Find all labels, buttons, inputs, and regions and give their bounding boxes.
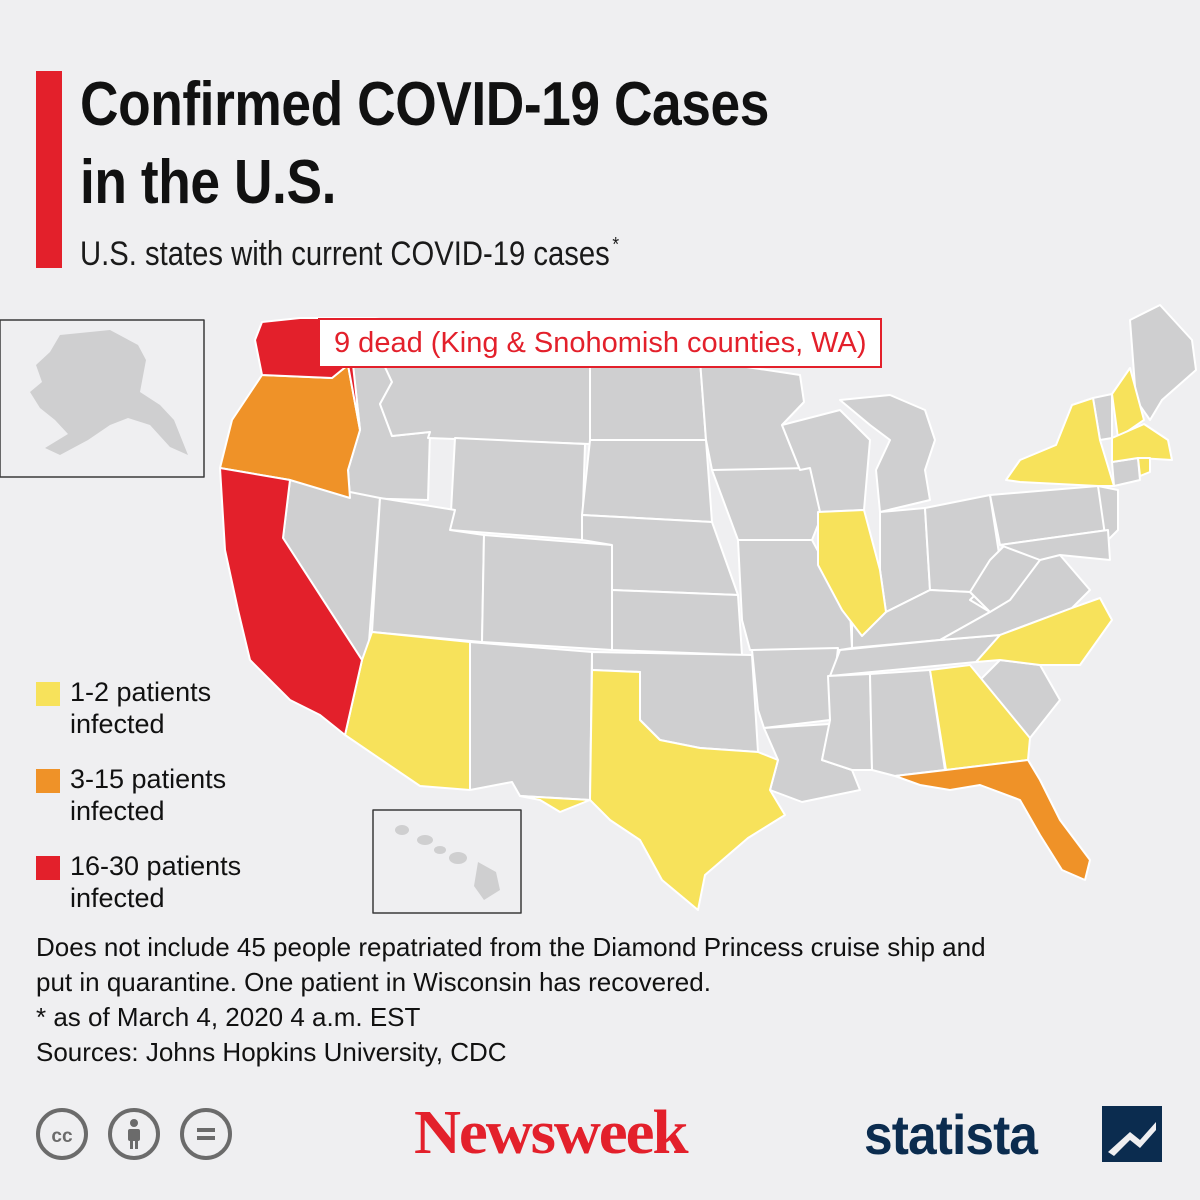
- state-MI: [839, 394, 936, 513]
- state-NJ: [1097, 485, 1119, 543]
- state-AZ: [344, 631, 471, 791]
- legend-swatch-yellow: [36, 682, 60, 706]
- state-MA: [1111, 423, 1173, 463]
- state-GA: [929, 664, 1031, 771]
- subtitle-asterisk: *: [612, 234, 620, 256]
- statista-mark-icon: [1102, 1106, 1162, 1162]
- legend-swatch-red: [36, 856, 60, 880]
- state-NH: [1111, 367, 1145, 439]
- state-NC: [975, 597, 1113, 666]
- state-SD: [581, 439, 713, 523]
- state-CO: [481, 534, 613, 651]
- footnote-sources: Sources: Johns Hopkins University, CDC: [36, 1037, 507, 1067]
- footnote-line: Does not include 45 people repatriated f…: [36, 932, 986, 962]
- statista-logo: statista: [864, 1103, 1038, 1166]
- state-MS: [821, 673, 873, 771]
- state-NM: [469, 641, 593, 801]
- state-WY: [449, 437, 586, 541]
- state-IA: [711, 467, 825, 541]
- page-subtitle: U.S. states with current COVID-19 cases *: [80, 234, 620, 273]
- footnote-date: * as of March 4, 2020 4 a.m. EST: [36, 1002, 421, 1032]
- footnotes: Does not include 45 people repatriated f…: [36, 930, 1166, 1070]
- state-MD-DE: [999, 529, 1111, 561]
- state-ND: [589, 359, 707, 441]
- state-HI: [395, 825, 500, 900]
- title-accent-bar: [36, 71, 62, 268]
- attribution-icon[interactable]: [108, 1108, 160, 1160]
- states-3-15-patients: [219, 364, 1091, 881]
- legend-swatch-orange: [36, 769, 60, 793]
- unaffected-states: [282, 304, 1197, 803]
- legend-label: 16-30 patients infected: [70, 851, 242, 913]
- newsweek-logo: Newsweek: [414, 1099, 689, 1167]
- legend-label: 1-2 patients infected: [70, 677, 212, 739]
- deaths-callout: 9 dead (King & Snohomish counties, WA): [318, 318, 883, 368]
- cc-icon[interactable]: cc: [36, 1108, 88, 1160]
- us-map: [0, 304, 1197, 914]
- state-RI: [1137, 457, 1151, 477]
- legend-label: 3-15 patients infected: [70, 764, 227, 826]
- alaska-inset-frame: [0, 319, 205, 478]
- state-NY: [1005, 397, 1115, 487]
- state-AR: [751, 647, 839, 729]
- svg-text:cc: cc: [51, 1126, 73, 1147]
- states-1-2-patients: [344, 367, 1173, 911]
- state-CA: [219, 467, 363, 736]
- no-derivatives-icon[interactable]: [180, 1108, 232, 1160]
- hawaii-inset-frame: [372, 809, 522, 914]
- state-IL: [817, 509, 887, 637]
- state-AK: [30, 330, 188, 455]
- page-title: Confirmed COVID-19 Cases in the U.S.: [80, 70, 769, 217]
- state-TX: [519, 669, 786, 911]
- state-MN: [699, 359, 805, 471]
- state-KS: [611, 589, 743, 656]
- state-FL: [894, 759, 1091, 881]
- footnote-line: put in quarantine. One patient in Wiscon…: [36, 967, 711, 997]
